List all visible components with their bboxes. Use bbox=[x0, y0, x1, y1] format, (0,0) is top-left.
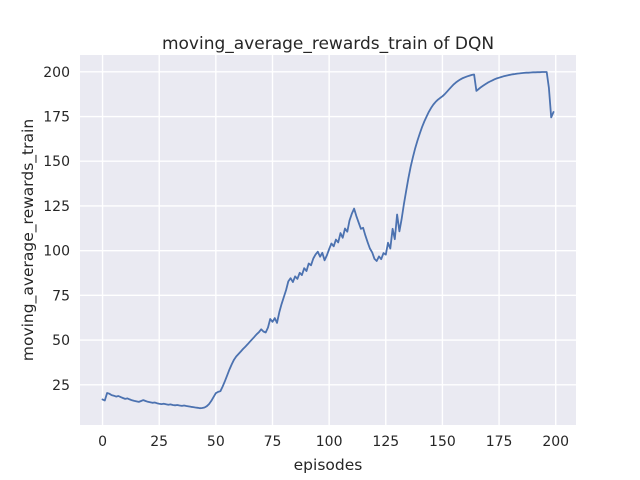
x-tick-label: 125 bbox=[372, 434, 399, 450]
y-tick-label: 125 bbox=[43, 199, 70, 215]
y-tick-label: 200 bbox=[43, 65, 70, 81]
x-tick-labels: 0 25 50 75 100 125 150 175 200 bbox=[98, 434, 569, 450]
y-tick-label: 175 bbox=[43, 110, 70, 126]
x-tick-label: 0 bbox=[98, 434, 107, 450]
x-tick-label: 75 bbox=[264, 434, 282, 450]
plot-area bbox=[80, 55, 576, 425]
y-tick-labels: 25 50 75 100 125 150 175 200 bbox=[43, 65, 70, 394]
x-tick-label: 50 bbox=[207, 434, 225, 450]
y-tick-label: 25 bbox=[52, 378, 70, 394]
dqn-reward-line bbox=[101, 71, 555, 410]
x-tick-label: 175 bbox=[486, 434, 513, 450]
x-tick-label: 100 bbox=[316, 434, 343, 450]
y-tick-label: 75 bbox=[52, 288, 70, 304]
x-tick-label: 25 bbox=[150, 434, 168, 450]
chart-title: moving_average_rewards_train of DQN bbox=[162, 34, 494, 54]
data-series bbox=[101, 71, 555, 410]
y-axis-label: moving_average_rewards_train bbox=[19, 119, 38, 361]
y-tick-label: 100 bbox=[43, 244, 70, 260]
x-tick-label: 150 bbox=[429, 434, 456, 450]
y-tick-label: 50 bbox=[52, 333, 70, 349]
x-tick-label: 200 bbox=[542, 434, 569, 450]
x-axis-label: episodes bbox=[294, 456, 363, 474]
y-tick-label: 150 bbox=[43, 154, 70, 170]
